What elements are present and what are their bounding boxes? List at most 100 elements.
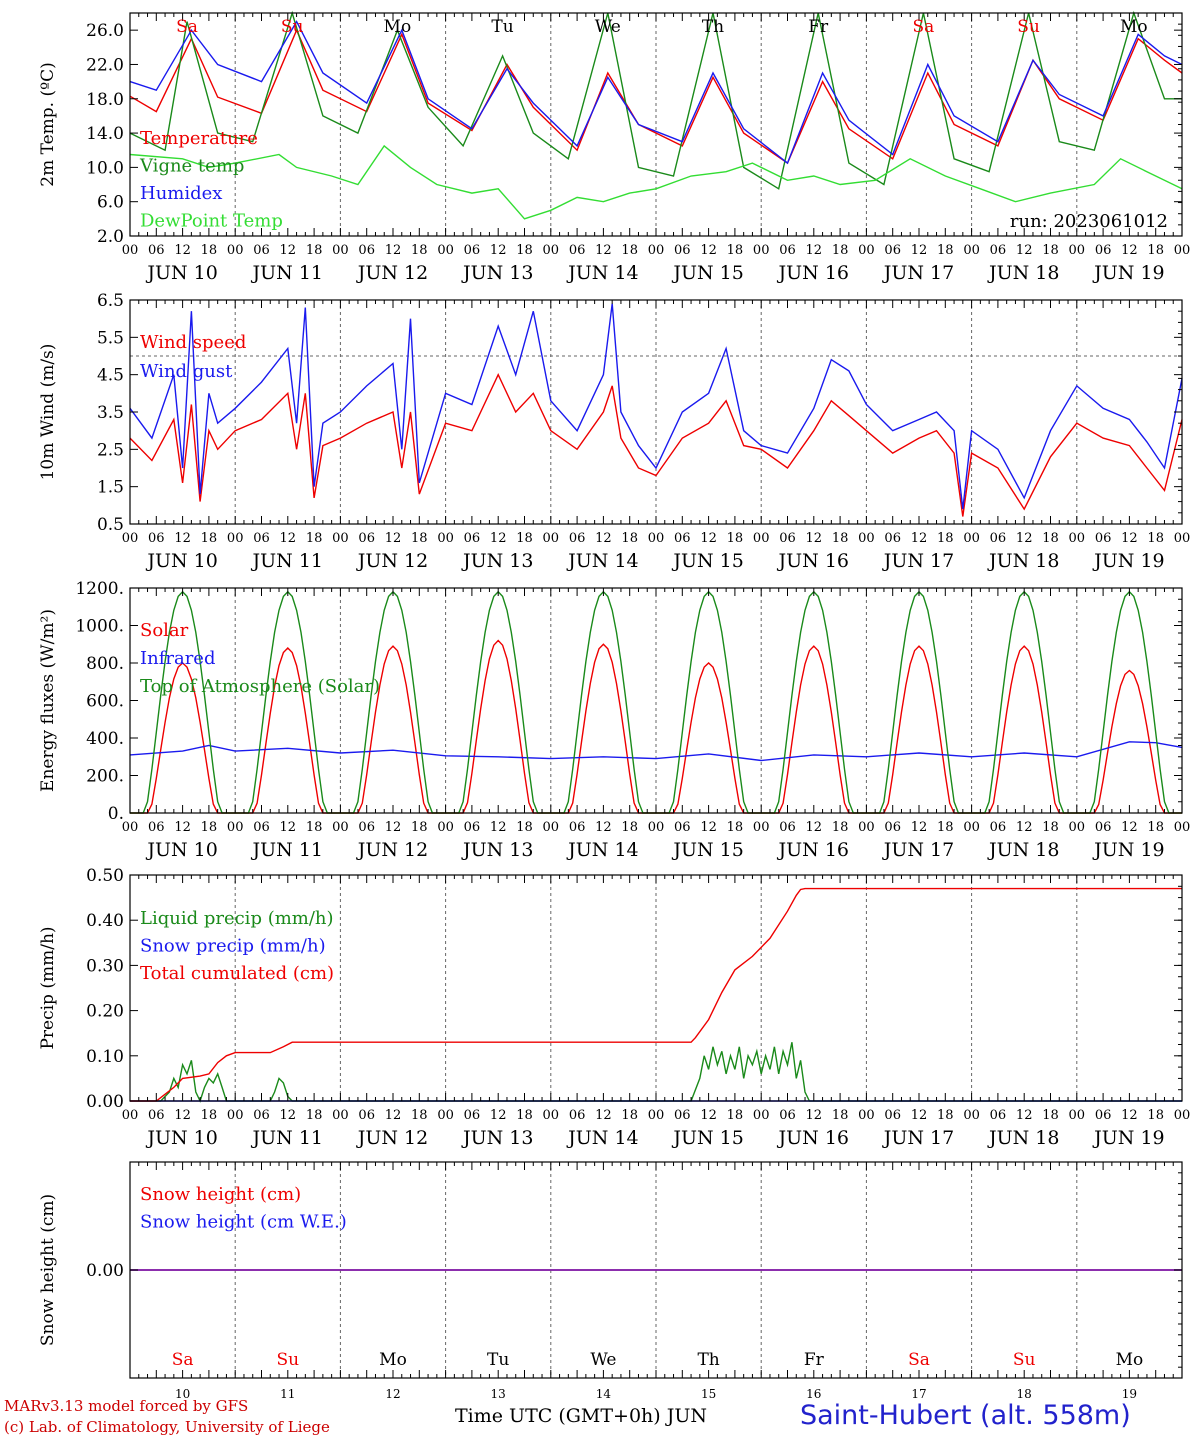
hour-tick-label: 06 — [148, 531, 165, 546]
hour-tick-label: 12 — [911, 820, 928, 835]
legend-entry: Temperature — [140, 128, 258, 149]
hour-tick-label: 00 — [858, 820, 875, 835]
hour-tick-label: 12 — [595, 820, 612, 835]
hour-tick-label: 00 — [858, 243, 875, 258]
hour-tick-label: 18 — [1042, 243, 1059, 258]
hour-tick-label: 12 — [1016, 1108, 1033, 1123]
y-tick-label: 0.40 — [86, 911, 124, 931]
hour-tick-label: 18 — [516, 820, 533, 835]
hour-tick-label: 18 — [411, 820, 428, 835]
hour-tick-label: 00 — [1069, 243, 1086, 258]
hour-tick-label: 18 — [1042, 820, 1059, 835]
hour-tick-label: 12 — [174, 820, 191, 835]
hour-tick-label: 06 — [674, 531, 691, 546]
y-axis-label: Precip (mm/h) — [38, 926, 58, 1049]
date-label: JUN 11 — [251, 550, 323, 572]
hour-tick-label: 12 — [806, 531, 823, 546]
hour-tick-label: 00 — [858, 1108, 875, 1123]
hour-tick-label: 06 — [779, 531, 796, 546]
date-label: JUN 13 — [461, 839, 533, 861]
date-label: JUN 13 — [461, 262, 533, 284]
hour-tick-label: 00 — [753, 243, 770, 258]
panel-3: 0. 200. 400. 600. 800. 1000. 1200. Energy fluxe… — [38, 579, 1190, 861]
hour-tick-label: 06 — [569, 820, 586, 835]
y-tick-label: 0.50 — [86, 866, 124, 886]
hour-tick-label: 18 — [937, 243, 954, 258]
date-label: JUN 11 — [251, 262, 323, 284]
hour-tick-label: 12 — [1121, 531, 1138, 546]
hour-tick-label: 00 — [332, 531, 349, 546]
date-label: JUN 17 — [882, 1127, 954, 1149]
hour-tick-label: 12 — [385, 531, 402, 546]
day-number: 17 — [911, 1387, 926, 1401]
hour-tick-label: 12 — [806, 820, 823, 835]
hour-tick-label: 06 — [358, 1108, 375, 1123]
hour-tick-label: 06 — [674, 820, 691, 835]
hour-tick-label: 00 — [437, 531, 454, 546]
time-axis-label: Time UTC (GMT+0h) JUN — [455, 1405, 707, 1427]
hour-tick-label: 00 — [437, 243, 454, 258]
y-axis-label: 10m Wind (m/s) — [38, 344, 58, 481]
day-abbr: Su — [1017, 17, 1040, 37]
legend-entry: Snow height (cm) — [140, 1184, 301, 1205]
hour-tick-label: 12 — [174, 531, 191, 546]
hour-tick-label: 06 — [253, 1108, 270, 1123]
panel-5: 0.00 Snow height (cm) Snow height (cm) Snow… — [38, 1161, 1183, 1401]
hour-tick-label: 00 — [543, 1108, 560, 1123]
date-label: JUN 10 — [145, 1127, 217, 1149]
date-label: JUN 16 — [777, 1127, 849, 1149]
hour-tick-label: 18 — [306, 243, 323, 258]
hour-tick-label: 06 — [674, 243, 691, 258]
legend-entry: Wind gust — [140, 361, 233, 382]
day-abbr: Mo — [384, 17, 412, 37]
date-label: JUN 18 — [987, 550, 1059, 572]
hour-tick-label: 12 — [700, 1108, 717, 1123]
hour-tick-label: 06 — [990, 820, 1007, 835]
hour-tick-label: 12 — [595, 243, 612, 258]
series-line-vigne-temp — [129, 10, 1182, 190]
hour-tick-label: 18 — [1147, 1108, 1164, 1123]
date-label: JUN 15 — [671, 550, 743, 572]
day-number: 16 — [806, 1387, 821, 1401]
series-line-liquid-precip-mm-h- — [130, 1042, 1182, 1103]
day-abbr: Fr — [804, 1350, 825, 1370]
day-number: 15 — [701, 1387, 716, 1401]
date-label: JUN 16 — [777, 262, 849, 284]
hour-tick-label: 12 — [280, 820, 297, 835]
date-label: JUN 18 — [987, 262, 1059, 284]
hour-tick-label: 12 — [490, 531, 507, 546]
date-label: JUN 10 — [145, 839, 217, 861]
hour-tick-label: 00 — [332, 1108, 349, 1123]
day-abbr: Su — [276, 1350, 299, 1370]
date-label: JUN 10 — [145, 550, 217, 572]
hour-tick-label: 00 — [753, 531, 770, 546]
date-label: JUN 12 — [356, 839, 428, 861]
hour-tick-label: 06 — [990, 531, 1007, 546]
hour-tick-label: 06 — [1095, 531, 1112, 546]
date-label: JUN 12 — [356, 550, 428, 572]
y-tick-label: 200. — [86, 767, 124, 787]
hour-tick-label: 00 — [753, 820, 770, 835]
hour-tick-label: 06 — [253, 243, 270, 258]
hour-tick-label: 18 — [411, 243, 428, 258]
date-label: JUN 11 — [251, 839, 323, 861]
day-number: 11 — [280, 1387, 295, 1401]
hour-tick-label: 00 — [543, 820, 560, 835]
legend-entry: Infrared — [140, 648, 215, 669]
hour-tick-label: 18 — [1042, 531, 1059, 546]
y-tick-label: 18.0 — [86, 90, 124, 110]
hour-tick-label: 18 — [1147, 243, 1164, 258]
hour-tick-label: 00 — [1174, 820, 1191, 835]
y-tick-label: 0. — [108, 804, 124, 824]
panel-4: 0.00 0.10 0.20 0.30 0.40 0.50 Precip (mm/h) Liq… — [38, 866, 1190, 1149]
series-line-wind-gust — [129, 303, 1183, 510]
hour-tick-label: 18 — [1147, 820, 1164, 835]
hour-tick-label: 00 — [332, 820, 349, 835]
hour-tick-label: 00 — [648, 243, 665, 258]
hour-tick-label: 00 — [437, 1108, 454, 1123]
date-label: JUN 16 — [777, 550, 849, 572]
y-axis-label: Energy fluxes (W/m²) — [38, 609, 58, 792]
day-abbr: We — [595, 17, 621, 37]
hour-tick-label: 06 — [569, 531, 586, 546]
day-number: 19 — [1122, 1387, 1137, 1401]
